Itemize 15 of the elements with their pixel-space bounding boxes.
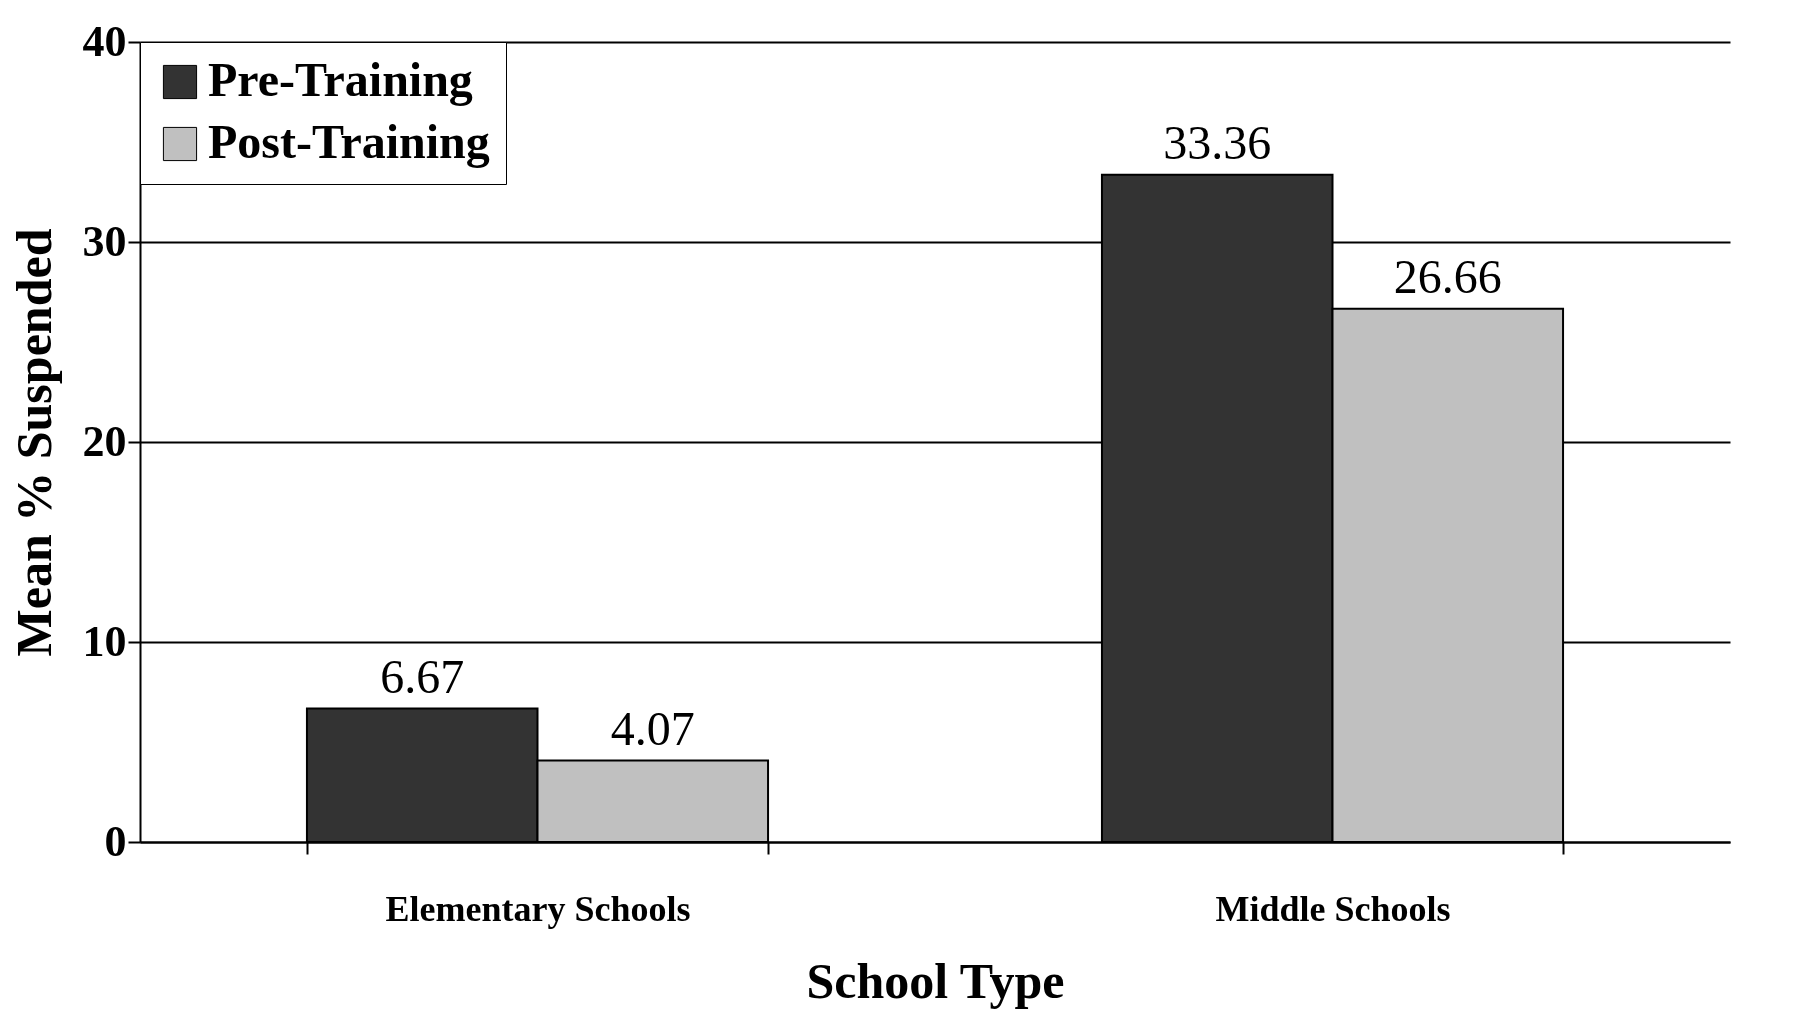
- data-label: 26.66: [1393, 249, 1502, 303]
- y-tick-label: 10: [82, 616, 127, 666]
- data-label: 4.07: [610, 701, 695, 755]
- y-tick-label: 20: [82, 416, 127, 466]
- x-tick-label: Elementary Schools: [385, 888, 691, 929]
- y-axis-title: Mean % Suspended: [5, 228, 62, 657]
- x-axis-title: School Type: [806, 952, 1065, 1009]
- x-tick-label: Middle Schools: [1215, 888, 1451, 929]
- y-tick-label: 0: [104, 816, 127, 866]
- data-label: 33.36: [1163, 115, 1272, 169]
- legend-label: Pre-Training: [208, 53, 473, 106]
- legend-label: Post-Training: [208, 115, 490, 168]
- y-tick-label: 30: [82, 216, 127, 266]
- y-tick-label: 40: [82, 16, 127, 66]
- data-label: 6.67: [380, 649, 465, 703]
